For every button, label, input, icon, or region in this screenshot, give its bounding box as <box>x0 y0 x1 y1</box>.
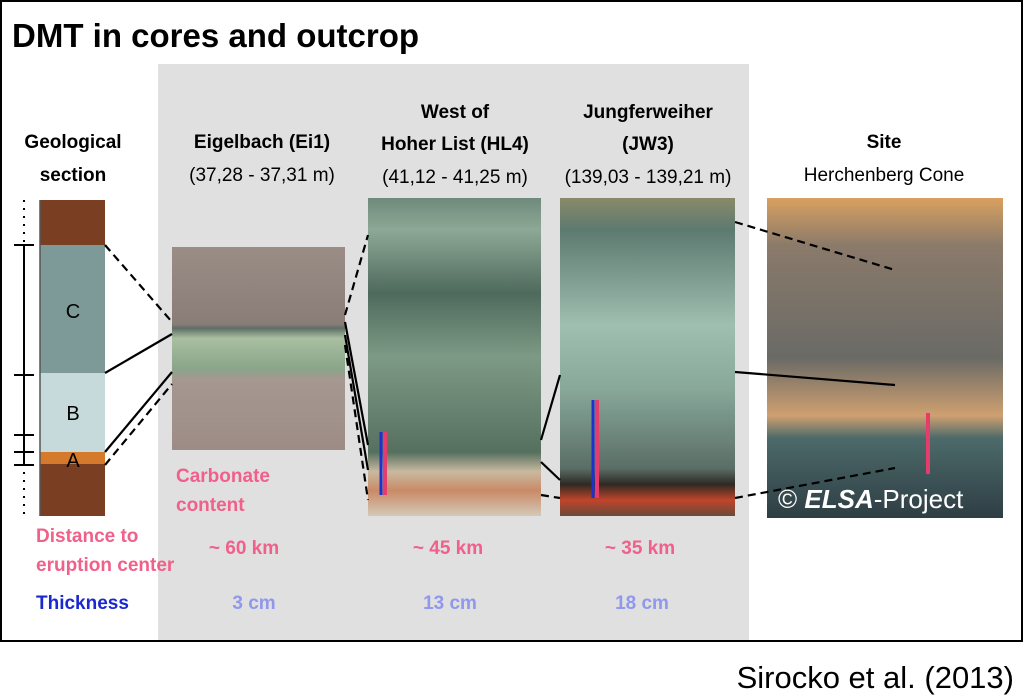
core-depth: (139,03 - 139,21 m) <box>565 167 732 188</box>
core-title: (JW3) <box>622 134 674 155</box>
layer-label: C <box>66 301 80 323</box>
section-title: Geological <box>24 132 121 153</box>
layer-label: A <box>66 450 80 472</box>
distance-label: eruption center <box>36 555 175 576</box>
thickness: 3 cm <box>232 593 275 614</box>
core-photo-jw3 <box>560 198 735 516</box>
core-title: Eigelbach (Ei1) <box>194 132 330 153</box>
thickness: 13 cm <box>423 593 477 614</box>
core-title: West of <box>421 102 490 123</box>
core-photo-ei1 <box>172 247 345 450</box>
site-photo <box>767 198 1003 518</box>
thickness: 18 cm <box>615 593 669 614</box>
layer-c <box>40 245 105 373</box>
axis-ticks <box>14 244 34 466</box>
site-name: Herchenberg Cone <box>804 165 965 186</box>
layer-label: B <box>66 403 79 425</box>
distance-label: Distance to <box>36 526 138 547</box>
site-title: Site <box>867 132 902 153</box>
distance: ~ 45 km <box>413 538 483 559</box>
citation: Sirocko et al. (2013) <box>737 660 1014 695</box>
layer-top <box>40 200 105 245</box>
carbonate-label: content <box>176 495 245 516</box>
section-title: section <box>40 165 107 186</box>
layer-bottom <box>40 464 105 516</box>
title: DMT in cores and outcrop <box>12 17 419 54</box>
row-values: ~ 60 km ~ 45 km ~ 35 km 3 cm 13 cm 18 cm <box>209 538 675 614</box>
core-photo-hl4 <box>368 198 541 516</box>
distance: ~ 35 km <box>605 538 675 559</box>
copyright: © ELSA-Project <box>778 484 964 514</box>
connectors <box>104 220 896 501</box>
core-title: Hoher List (HL4) <box>381 134 529 155</box>
thickness-label: Thickness <box>36 593 129 614</box>
carbonate-label: Carbonate <box>176 466 270 487</box>
core-depth: (41,12 - 41,25 m) <box>382 167 528 188</box>
core-depth: (37,28 - 37,31 m) <box>189 165 335 186</box>
core-title: Jungferweiher <box>583 102 713 123</box>
distance: ~ 60 km <box>209 538 279 559</box>
layer-a <box>40 452 105 464</box>
layer-b <box>40 373 105 452</box>
